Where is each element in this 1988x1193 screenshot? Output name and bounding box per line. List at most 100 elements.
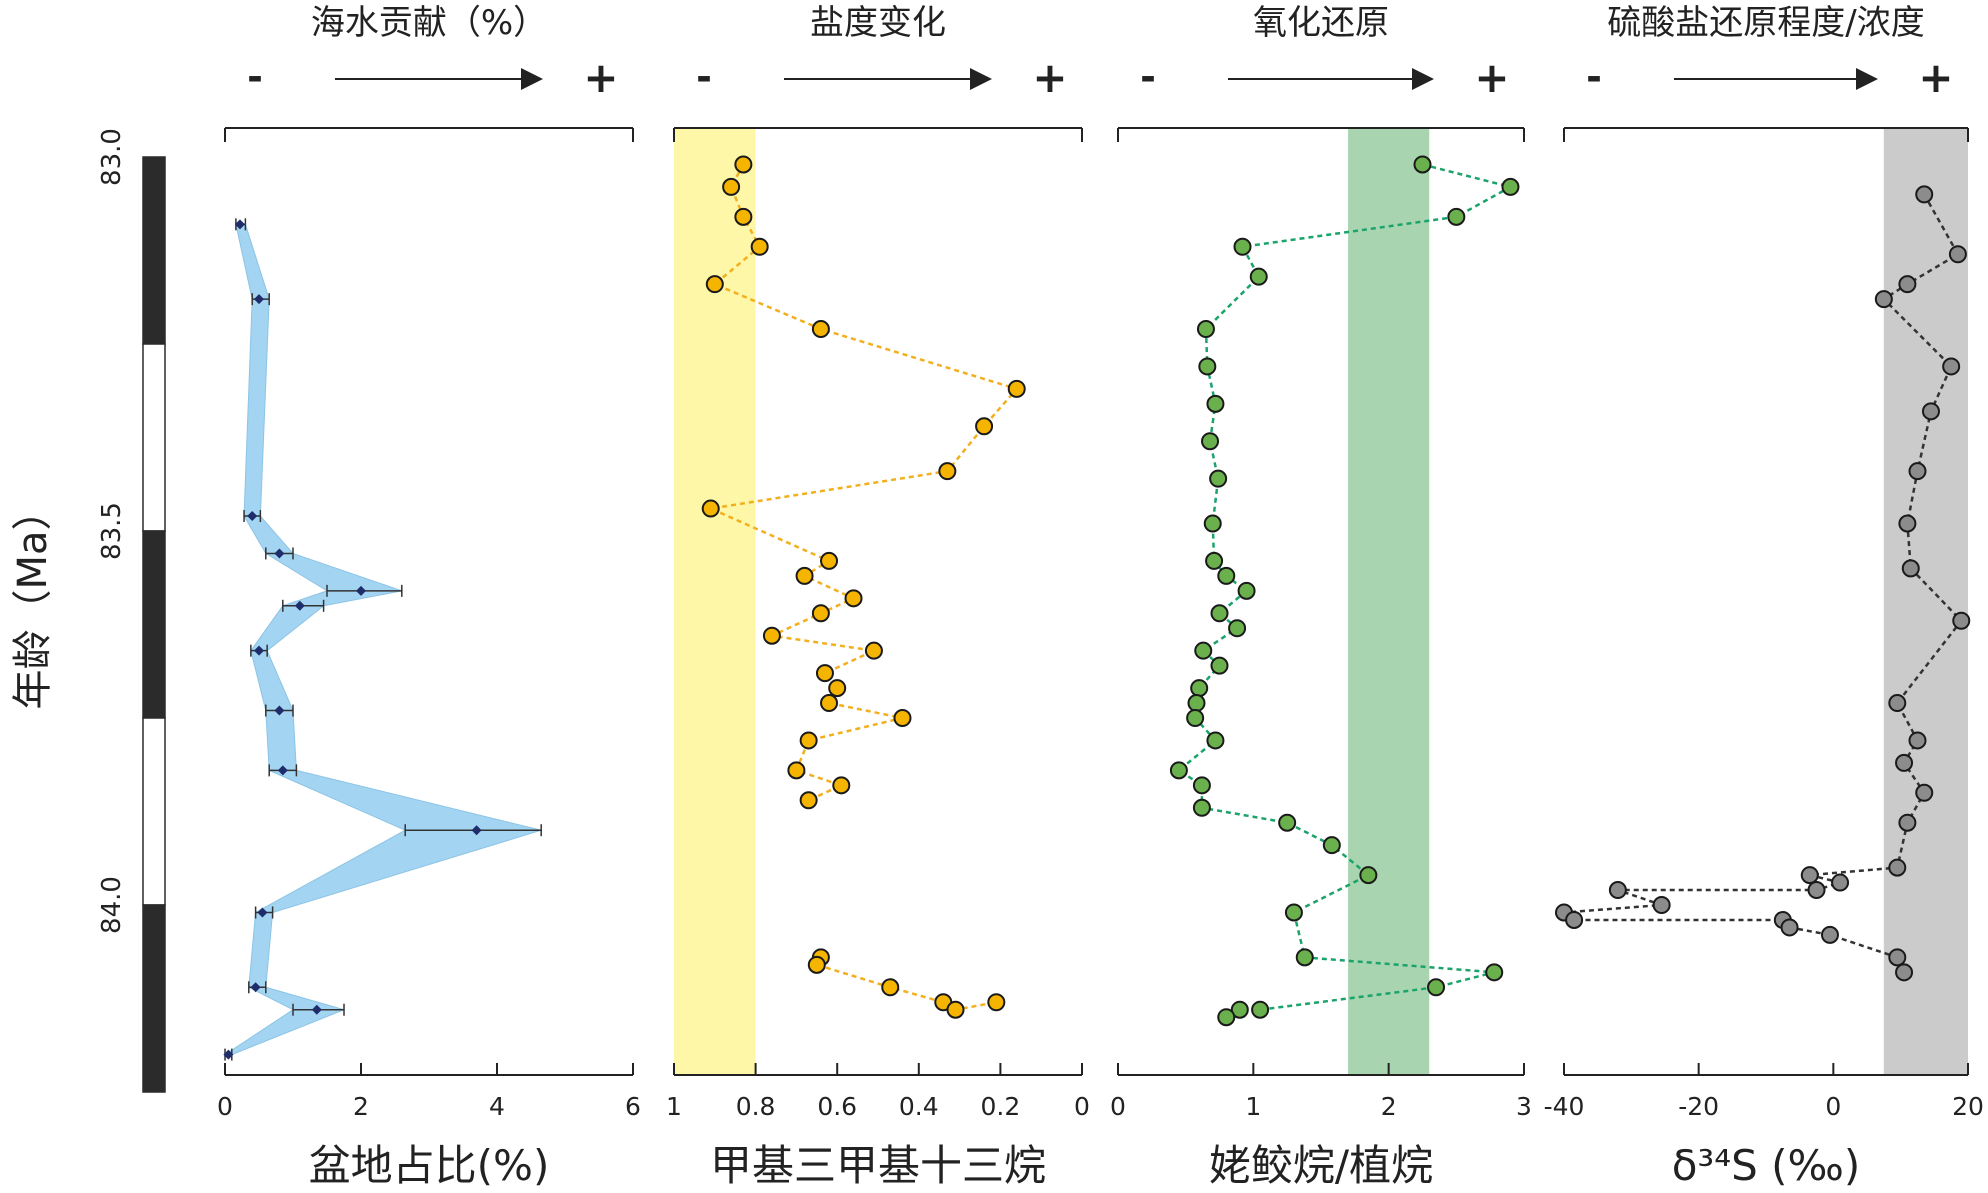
data-point (1898, 813, 1917, 832)
data-point (1942, 357, 1961, 376)
polarity-zone (142, 904, 166, 1093)
data-point (705, 275, 724, 294)
x-tick-label: 1 (1245, 1092, 1261, 1121)
data-point (1608, 881, 1627, 900)
arrow-minus-label: - (696, 55, 712, 99)
data-point (1888, 858, 1907, 877)
x-tick-label: 0.8 (736, 1092, 776, 1121)
series-line (1560, 193, 1963, 973)
data-point (1237, 581, 1256, 600)
data-point (254, 645, 264, 656)
data-point (828, 679, 847, 698)
data-point (1217, 1008, 1236, 1027)
data-point (1187, 694, 1206, 713)
data-point (1284, 903, 1303, 922)
data-point (807, 955, 826, 974)
direction-arrow-head (521, 68, 543, 90)
data-point (1198, 357, 1217, 376)
data-point (734, 155, 753, 174)
data-point (762, 626, 781, 645)
data-point (799, 791, 818, 810)
data-point (1908, 462, 1927, 481)
x-tick-label: 0.6 (817, 1092, 857, 1121)
polarity-zone (142, 156, 166, 345)
panel-title: 海水贡献（%） (311, 3, 547, 43)
data-point (1206, 394, 1225, 413)
data-point (1190, 679, 1209, 698)
data-point (1228, 619, 1247, 638)
data-point (1888, 694, 1907, 713)
data-point (274, 705, 285, 716)
data-point (294, 600, 305, 611)
data-point (1780, 918, 1799, 937)
data-point (1874, 290, 1893, 309)
x-tick-label: 1 (666, 1092, 682, 1121)
age-tick-label: 84.0 (97, 876, 127, 934)
data-point (1807, 881, 1826, 900)
data-point (799, 731, 818, 750)
data-point (223, 1049, 234, 1060)
data-point (1359, 866, 1378, 885)
data-point (1194, 641, 1213, 660)
data-point (1210, 604, 1229, 623)
series-line (814, 956, 997, 1012)
arrow-plus-label: + (583, 53, 618, 102)
data-point (844, 589, 863, 608)
data-point (471, 825, 482, 836)
data-point (1915, 783, 1934, 802)
data-point (734, 207, 753, 226)
data-point (1230, 1000, 1249, 1019)
data-point (820, 551, 839, 570)
data-point (1898, 275, 1917, 294)
data-point (1800, 866, 1819, 885)
data-point (254, 294, 264, 305)
data-point (811, 604, 830, 623)
data-point (1209, 469, 1228, 488)
x-tick-label: 0 (1074, 1092, 1090, 1121)
x-tick-label: 2 (353, 1092, 369, 1121)
age-axis-label: 年龄（Ma） (10, 490, 56, 709)
data-point (881, 978, 900, 997)
data-point (946, 1000, 965, 1019)
data-point (820, 694, 839, 713)
panel-redox: 氧化还原 - +0 1 2 3 姥鲛烷/植烷 (1110, 3, 1532, 1190)
arrow-plus-label: + (1474, 53, 1509, 102)
x-tick-label: -20 (1678, 1092, 1719, 1121)
data-point (234, 219, 245, 230)
arrow-plus-label: + (1918, 53, 1953, 102)
data-point (1915, 185, 1934, 204)
highlight-band (1883, 128, 1968, 1075)
data-point (1447, 207, 1466, 226)
data-point (1196, 320, 1215, 339)
data-point (1295, 948, 1314, 967)
data-point (1485, 963, 1504, 982)
data-point (1192, 798, 1211, 817)
series-line (706, 163, 1019, 802)
data-point (750, 237, 769, 256)
age-tick-label: 83.0 (97, 128, 127, 186)
direction-arrow-head (1856, 68, 1878, 90)
data-point (1217, 566, 1236, 585)
x-tick-label: 0.2 (981, 1092, 1021, 1121)
x-axis-label: 甲基三甲基十三烷 (710, 1141, 1046, 1190)
x-axis-label: 盆地占比(%) (309, 1141, 550, 1190)
panel-title: 氧化还原 (1253, 3, 1389, 43)
data-point (1206, 731, 1225, 750)
direction-arrow-head (970, 68, 992, 90)
panel-sulfate: 硫酸盐还原程度/浓度- + -40 -20 0 20 δ³⁴S (‰) (1544, 3, 1984, 1190)
x-tick-label: 0 (1110, 1092, 1126, 1121)
data-point (893, 709, 912, 727)
data-point (1210, 656, 1229, 675)
panel-seawater: 海水贡献（%） - +0 2 4 6 盆地占比(%) (217, 3, 641, 1190)
data-point (1278, 813, 1297, 832)
data-point (975, 417, 994, 436)
data-point (832, 776, 851, 795)
data-point (1007, 379, 1026, 398)
x-axis-label: δ³⁴S (‰) (1672, 1141, 1861, 1190)
direction-arrow-head (1412, 68, 1434, 90)
x-tick-label: 3 (1516, 1092, 1532, 1121)
panel-title: 盐度变化 (810, 3, 946, 43)
data-point (356, 585, 366, 596)
data-point (1186, 709, 1205, 727)
